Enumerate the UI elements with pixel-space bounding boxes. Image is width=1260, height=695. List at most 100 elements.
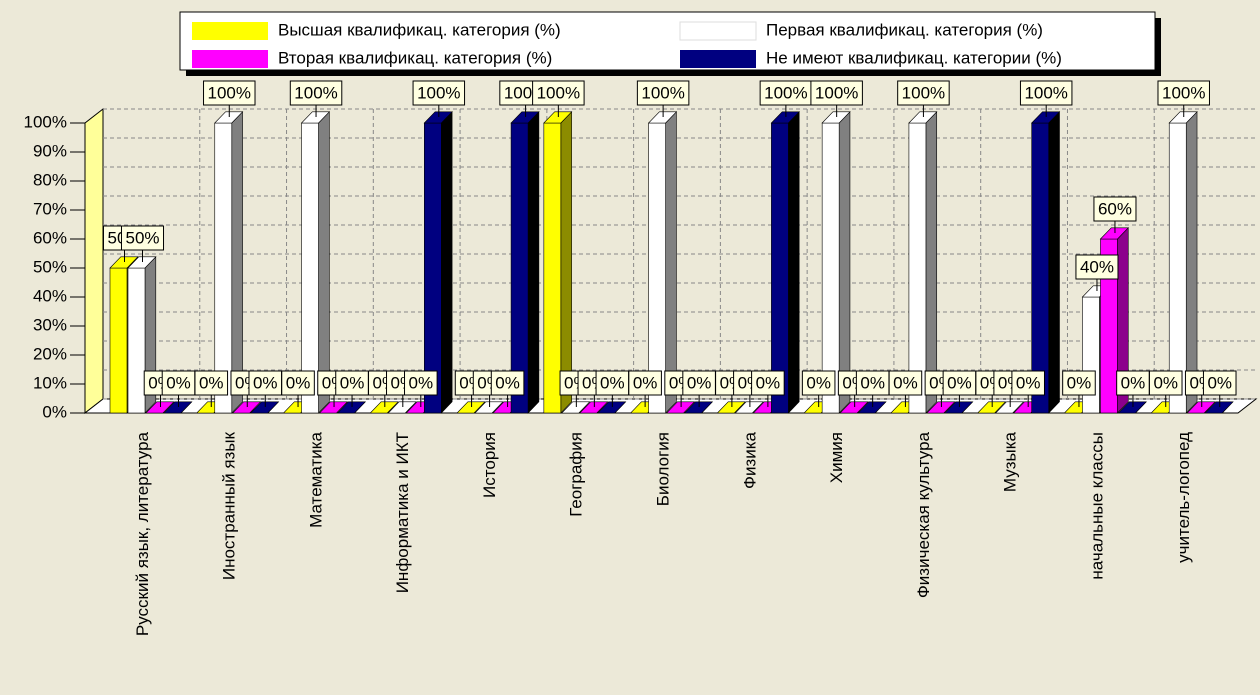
value-label-text: 0% — [600, 373, 625, 392]
bar-top — [250, 401, 280, 414]
value-label-text: 0% — [1153, 373, 1178, 392]
value-label-box — [1062, 370, 1096, 396]
value-label-box — [412, 80, 466, 106]
bar-top — [597, 401, 627, 414]
value-label-text: 0% — [1121, 373, 1146, 392]
bar-side — [1048, 111, 1060, 414]
bar — [1168, 122, 1187, 414]
bar-side — [231, 111, 243, 414]
value-label-text: 100% — [764, 83, 807, 102]
bar-side — [318, 111, 330, 414]
value-label: 0% — [281, 370, 315, 407]
bar-side — [788, 111, 800, 414]
value-label: 50% — [120, 225, 165, 262]
value-label-text: 0% — [253, 373, 278, 392]
bar-side — [1185, 111, 1198, 414]
side-wall — [84, 107, 104, 415]
value-label-box — [888, 370, 923, 396]
value-label-box — [203, 80, 256, 106]
value-label: 0% — [855, 370, 890, 407]
value-label: 100% — [897, 80, 950, 117]
bar — [1031, 122, 1049, 414]
value-label-text: 0% — [409, 373, 434, 392]
value-label-box — [1011, 370, 1045, 396]
value-label-text: 100% — [1024, 83, 1067, 102]
x-tick-label: Математика — [306, 431, 325, 527]
value-label-text: 100% — [208, 83, 251, 102]
bar-side — [925, 111, 938, 414]
bar — [424, 122, 442, 414]
y-tick-label: 30% — [33, 315, 67, 334]
value-label: 100% — [1157, 80, 1210, 117]
value-label: 100% — [759, 80, 813, 117]
value-label: 100% — [810, 80, 863, 117]
value-label: 0% — [1202, 370, 1237, 407]
bar-top — [665, 401, 696, 414]
legend-swatch — [679, 21, 757, 41]
value-label-box — [810, 80, 863, 106]
bar-top — [683, 401, 714, 414]
bar-top — [1117, 401, 1147, 414]
value-label-text: 50% — [125, 228, 159, 247]
bar-top — [944, 401, 974, 414]
legend-box — [179, 11, 1156, 71]
value-label-text: 0% — [1016, 373, 1041, 392]
value-label: 0% — [751, 370, 785, 407]
legend-label: Первая квалификац. категория (%) — [766, 20, 1043, 39]
value-label-text: 100% — [815, 83, 858, 102]
value-label: 0% — [628, 370, 662, 407]
bar — [821, 122, 840, 414]
x-tick-label: Русский язык, литература — [133, 431, 152, 636]
value-label-box — [897, 80, 950, 106]
value-label-box — [759, 80, 813, 106]
x-tick-label: Иностранный язык — [220, 431, 239, 580]
bar — [127, 267, 146, 414]
bar-top — [145, 401, 175, 414]
value-label-text: 0% — [860, 373, 885, 392]
value-label-text: 0% — [166, 373, 191, 392]
bar — [1082, 296, 1100, 414]
y-tick-label: 60% — [33, 228, 67, 247]
bar — [771, 122, 789, 414]
value-label-text: 0% — [199, 373, 224, 392]
bar — [301, 122, 319, 414]
bar-top — [318, 401, 349, 414]
legend-swatch — [192, 50, 268, 68]
x-tick-label: начальные классы — [1087, 432, 1106, 580]
y-tick-label: 70% — [33, 199, 67, 218]
value-label: 100% — [412, 80, 466, 117]
y-tick-label: 40% — [33, 286, 67, 305]
value-label: 0% — [194, 370, 229, 407]
value-label: 0% — [335, 370, 369, 407]
value-label: 0% — [490, 370, 525, 407]
bar-side — [560, 111, 572, 414]
y-tick-label: 50% — [33, 257, 67, 276]
legend-label: Высшая квалификац. категория (%) — [278, 20, 561, 39]
bar-top — [734, 401, 764, 414]
value-label-text: 0% — [893, 373, 918, 392]
x-tick-label: учитель-логопед — [1174, 432, 1193, 563]
bar-top — [232, 401, 262, 414]
value-label-box — [248, 370, 283, 396]
bar-top — [543, 111, 573, 124]
bar-top — [387, 401, 417, 414]
value-label-box — [595, 370, 630, 396]
value-label: 0% — [1011, 370, 1045, 407]
bar-top — [857, 401, 887, 414]
bar — [543, 122, 562, 414]
x-tick-label: Биология — [653, 432, 672, 506]
bar-side — [838, 111, 851, 414]
value-label: 0% — [595, 370, 630, 407]
bar-top — [456, 401, 486, 414]
value-label: 100% — [1019, 80, 1073, 117]
y-tick-label: 10% — [33, 373, 67, 392]
y-tick-label: 0% — [42, 402, 67, 421]
bar-top — [716, 401, 746, 414]
bar-top — [579, 401, 609, 414]
value-label-text: 0% — [340, 373, 365, 392]
value-label-text: 100% — [417, 83, 460, 102]
value-label-box — [335, 370, 369, 396]
y-tick-label: 80% — [33, 170, 67, 189]
value-label-text: 0% — [806, 373, 831, 392]
